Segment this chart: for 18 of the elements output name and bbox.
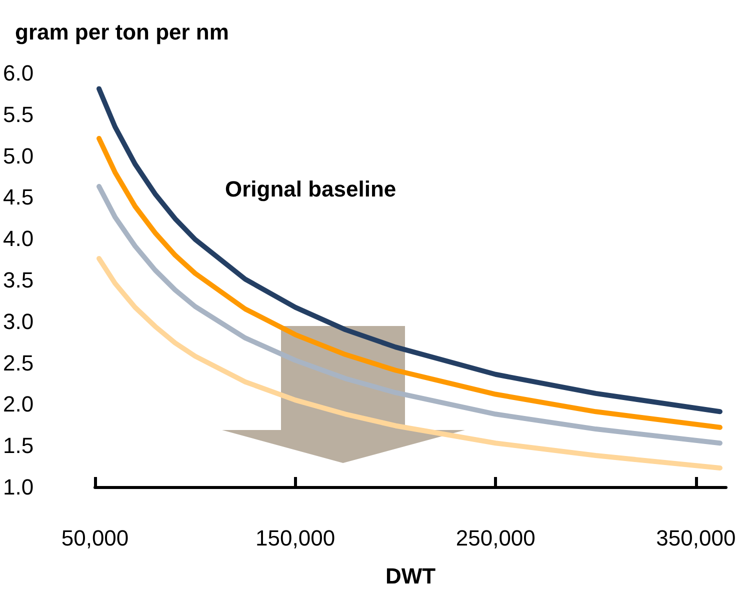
y-tick-label: 4.5: [3, 184, 34, 210]
y-tick-label: 1.5: [3, 433, 34, 458]
x-axis-title: DWT: [385, 564, 436, 588]
y-tick-label: 4.0: [3, 226, 34, 252]
y-tick-label: 2.5: [3, 350, 34, 376]
y-tick-label: 2.0: [3, 392, 34, 417]
y-axis-title: gram per ton per nm: [15, 20, 229, 44]
y-tick-label: 3.0: [3, 308, 34, 334]
y-tick-label: 5.5: [3, 102, 34, 127]
y-tick-label: 3.5: [3, 268, 34, 292]
x-tick-label: 350,000: [656, 526, 736, 550]
y-tick-label: 6.0: [3, 60, 34, 86]
x-tick-label: 250,000: [456, 526, 536, 550]
annotation: Orignal baseline: [225, 176, 396, 202]
y-tick-label: 1.0: [3, 474, 34, 500]
x-tick-label: 50,000: [61, 526, 129, 550]
y-tick-label: 5.0: [3, 143, 34, 168]
x-tick-label: 150,000: [256, 526, 336, 550]
